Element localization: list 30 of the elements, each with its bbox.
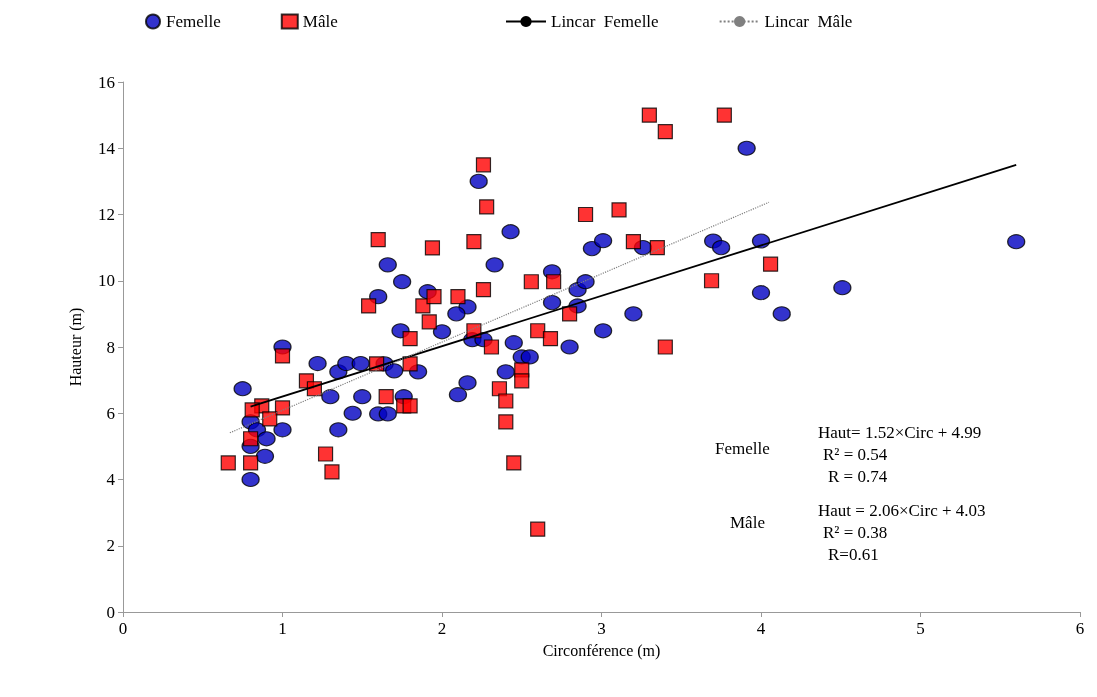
y-tick-label: 2 (106, 536, 115, 556)
annotation: Haut = 2.06×Circ + 4.03 (818, 501, 986, 520)
x-tick-label: 3 (597, 619, 606, 638)
y-tick-label: 0 (106, 602, 115, 622)
x-axis-title: Circonférence (m) (542, 641, 661, 660)
annotation: Mâle (730, 513, 765, 532)
annotation: R² = 0.54 (823, 445, 888, 464)
annotation: R=0.61 (828, 545, 879, 564)
y-tick-label: 8 (106, 337, 115, 357)
y-tick-label: 4 (106, 470, 116, 489)
x-tick-label: 6 (1075, 619, 1085, 638)
annotation: Haut= 1.52×Circ + 4.99 (818, 423, 982, 442)
y-tick-label: 16 (98, 72, 115, 92)
annotation: Femelle (715, 439, 770, 458)
y-tick-label: 10 (98, 271, 115, 291)
x-tick-label: 2 (437, 619, 447, 638)
x-tick-label: 0 (118, 619, 128, 638)
x-tick-label: 4 (756, 619, 766, 638)
legend-label: Mâle (302, 12, 338, 31)
x-tick-label: 1 (278, 619, 287, 638)
x-tick-label: 5 (916, 619, 925, 638)
y-tick-label: 14 (98, 138, 116, 158)
annotation: R = 0.74 (828, 467, 888, 486)
y-tick-label: 6 (106, 403, 115, 423)
legend-label: Lincar Femelle (551, 12, 659, 31)
y-axis-title: Hauteur (m) (66, 307, 85, 387)
y-tick-label: 12 (98, 205, 115, 224)
legend-label: Femelle (166, 12, 221, 31)
legend-label: Lincar Mâle (764, 12, 853, 31)
annotation: R² = 0.38 (823, 523, 888, 542)
